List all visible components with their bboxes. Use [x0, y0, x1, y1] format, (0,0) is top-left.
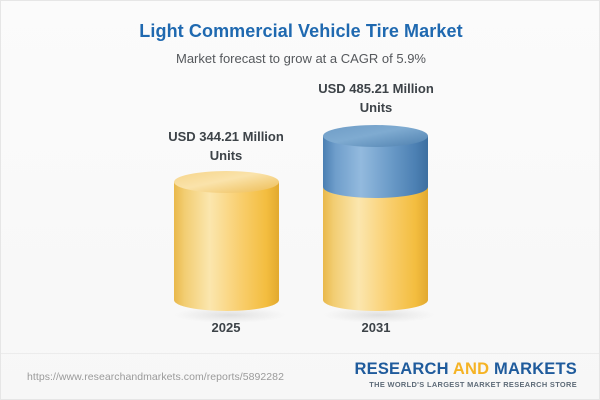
logo-tagline: THE WORLD'S LARGEST MARKET RESEARCH STOR…	[369, 380, 577, 389]
bar-cylinder-2025-graphic	[174, 171, 286, 323]
page-subtitle: Market forecast to grow at a CAGR of 5.9…	[176, 51, 426, 66]
category-label-2031: 2031	[361, 320, 391, 335]
category-label-2025: 2025	[211, 320, 241, 335]
logo-word-markets: MARKETS	[494, 360, 577, 378]
logo-word-research: RESEARCH	[354, 360, 453, 378]
value-label-2031-line1: USD 485.21 Million	[318, 81, 434, 96]
bar-cylinder-2025	[174, 171, 286, 323]
value-label-2031-line2: Units	[359, 100, 393, 115]
logo-word-and: AND	[452, 360, 495, 378]
report-url[interactable]: https://www.researchandmarkets.com/repor…	[27, 371, 284, 383]
bar-cylinder-2031	[323, 125, 435, 323]
logo-wordmark: RESEARCH AND MARKETS	[355, 361, 578, 378]
research-and-markets-logo[interactable]: RESEARCH AND MARKETS THE WORLD'S LARGEST…	[355, 361, 578, 390]
value-label-2031: USD 485.21 Million Units	[286, 79, 466, 117]
bar-cylinder-2031-graphic	[323, 125, 435, 323]
value-label-2025-line2: Units	[209, 148, 243, 163]
footer-divider	[1, 353, 599, 354]
page-title: Light Commercial Vehicle Tire Market	[139, 21, 463, 41]
value-label-2025: USD 344.21 Million Units	[136, 127, 316, 165]
value-label-2025-line1: USD 344.21 Million	[168, 129, 284, 144]
